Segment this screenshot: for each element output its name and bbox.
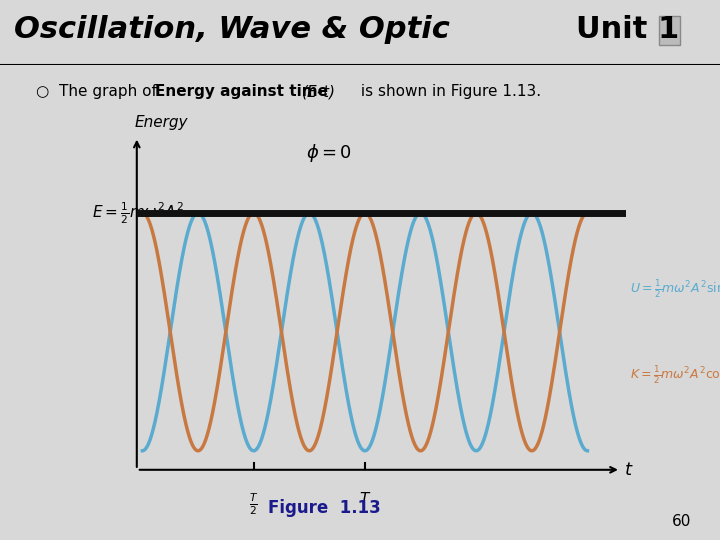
Text: ○  The graph of: ○ The graph of	[36, 84, 162, 99]
Text: is shown in Figure 1.13.: is shown in Figure 1.13.	[356, 84, 541, 99]
Text: Oscillation, Wave & Optic: Oscillation, Wave & Optic	[14, 15, 450, 44]
FancyBboxPatch shape	[659, 16, 680, 45]
Text: Energy: Energy	[135, 114, 188, 130]
Text: $U = \frac{1}{2}m\omega^2 A^2\sin^2(\omega t)$: $U = \frac{1}{2}m\omega^2 A^2\sin^2(\ome…	[630, 278, 720, 300]
Text: Figure  1.13: Figure 1.13	[268, 498, 380, 517]
Text: $\phi = 0$: $\phi = 0$	[306, 143, 352, 164]
Text: $K = \frac{1}{2}m\omega^2 A^2\cos^2(\omega t)$: $K = \frac{1}{2}m\omega^2 A^2\cos^2(\ome…	[630, 363, 720, 386]
Text: $E = \frac{1}{2}m\omega^2 A^2$: $E = \frac{1}{2}m\omega^2 A^2$	[92, 200, 184, 226]
Text: $\frac{T}{2}$: $\frac{T}{2}$	[249, 491, 258, 517]
Text: 60: 60	[672, 514, 691, 529]
Text: $T$: $T$	[359, 491, 371, 507]
Text: Energy against time: Energy against time	[155, 84, 333, 99]
Text: ($E$-$t$): ($E$-$t$)	[301, 83, 334, 101]
Text: Unit 1: Unit 1	[576, 15, 679, 44]
Text: $t$: $t$	[624, 461, 634, 479]
